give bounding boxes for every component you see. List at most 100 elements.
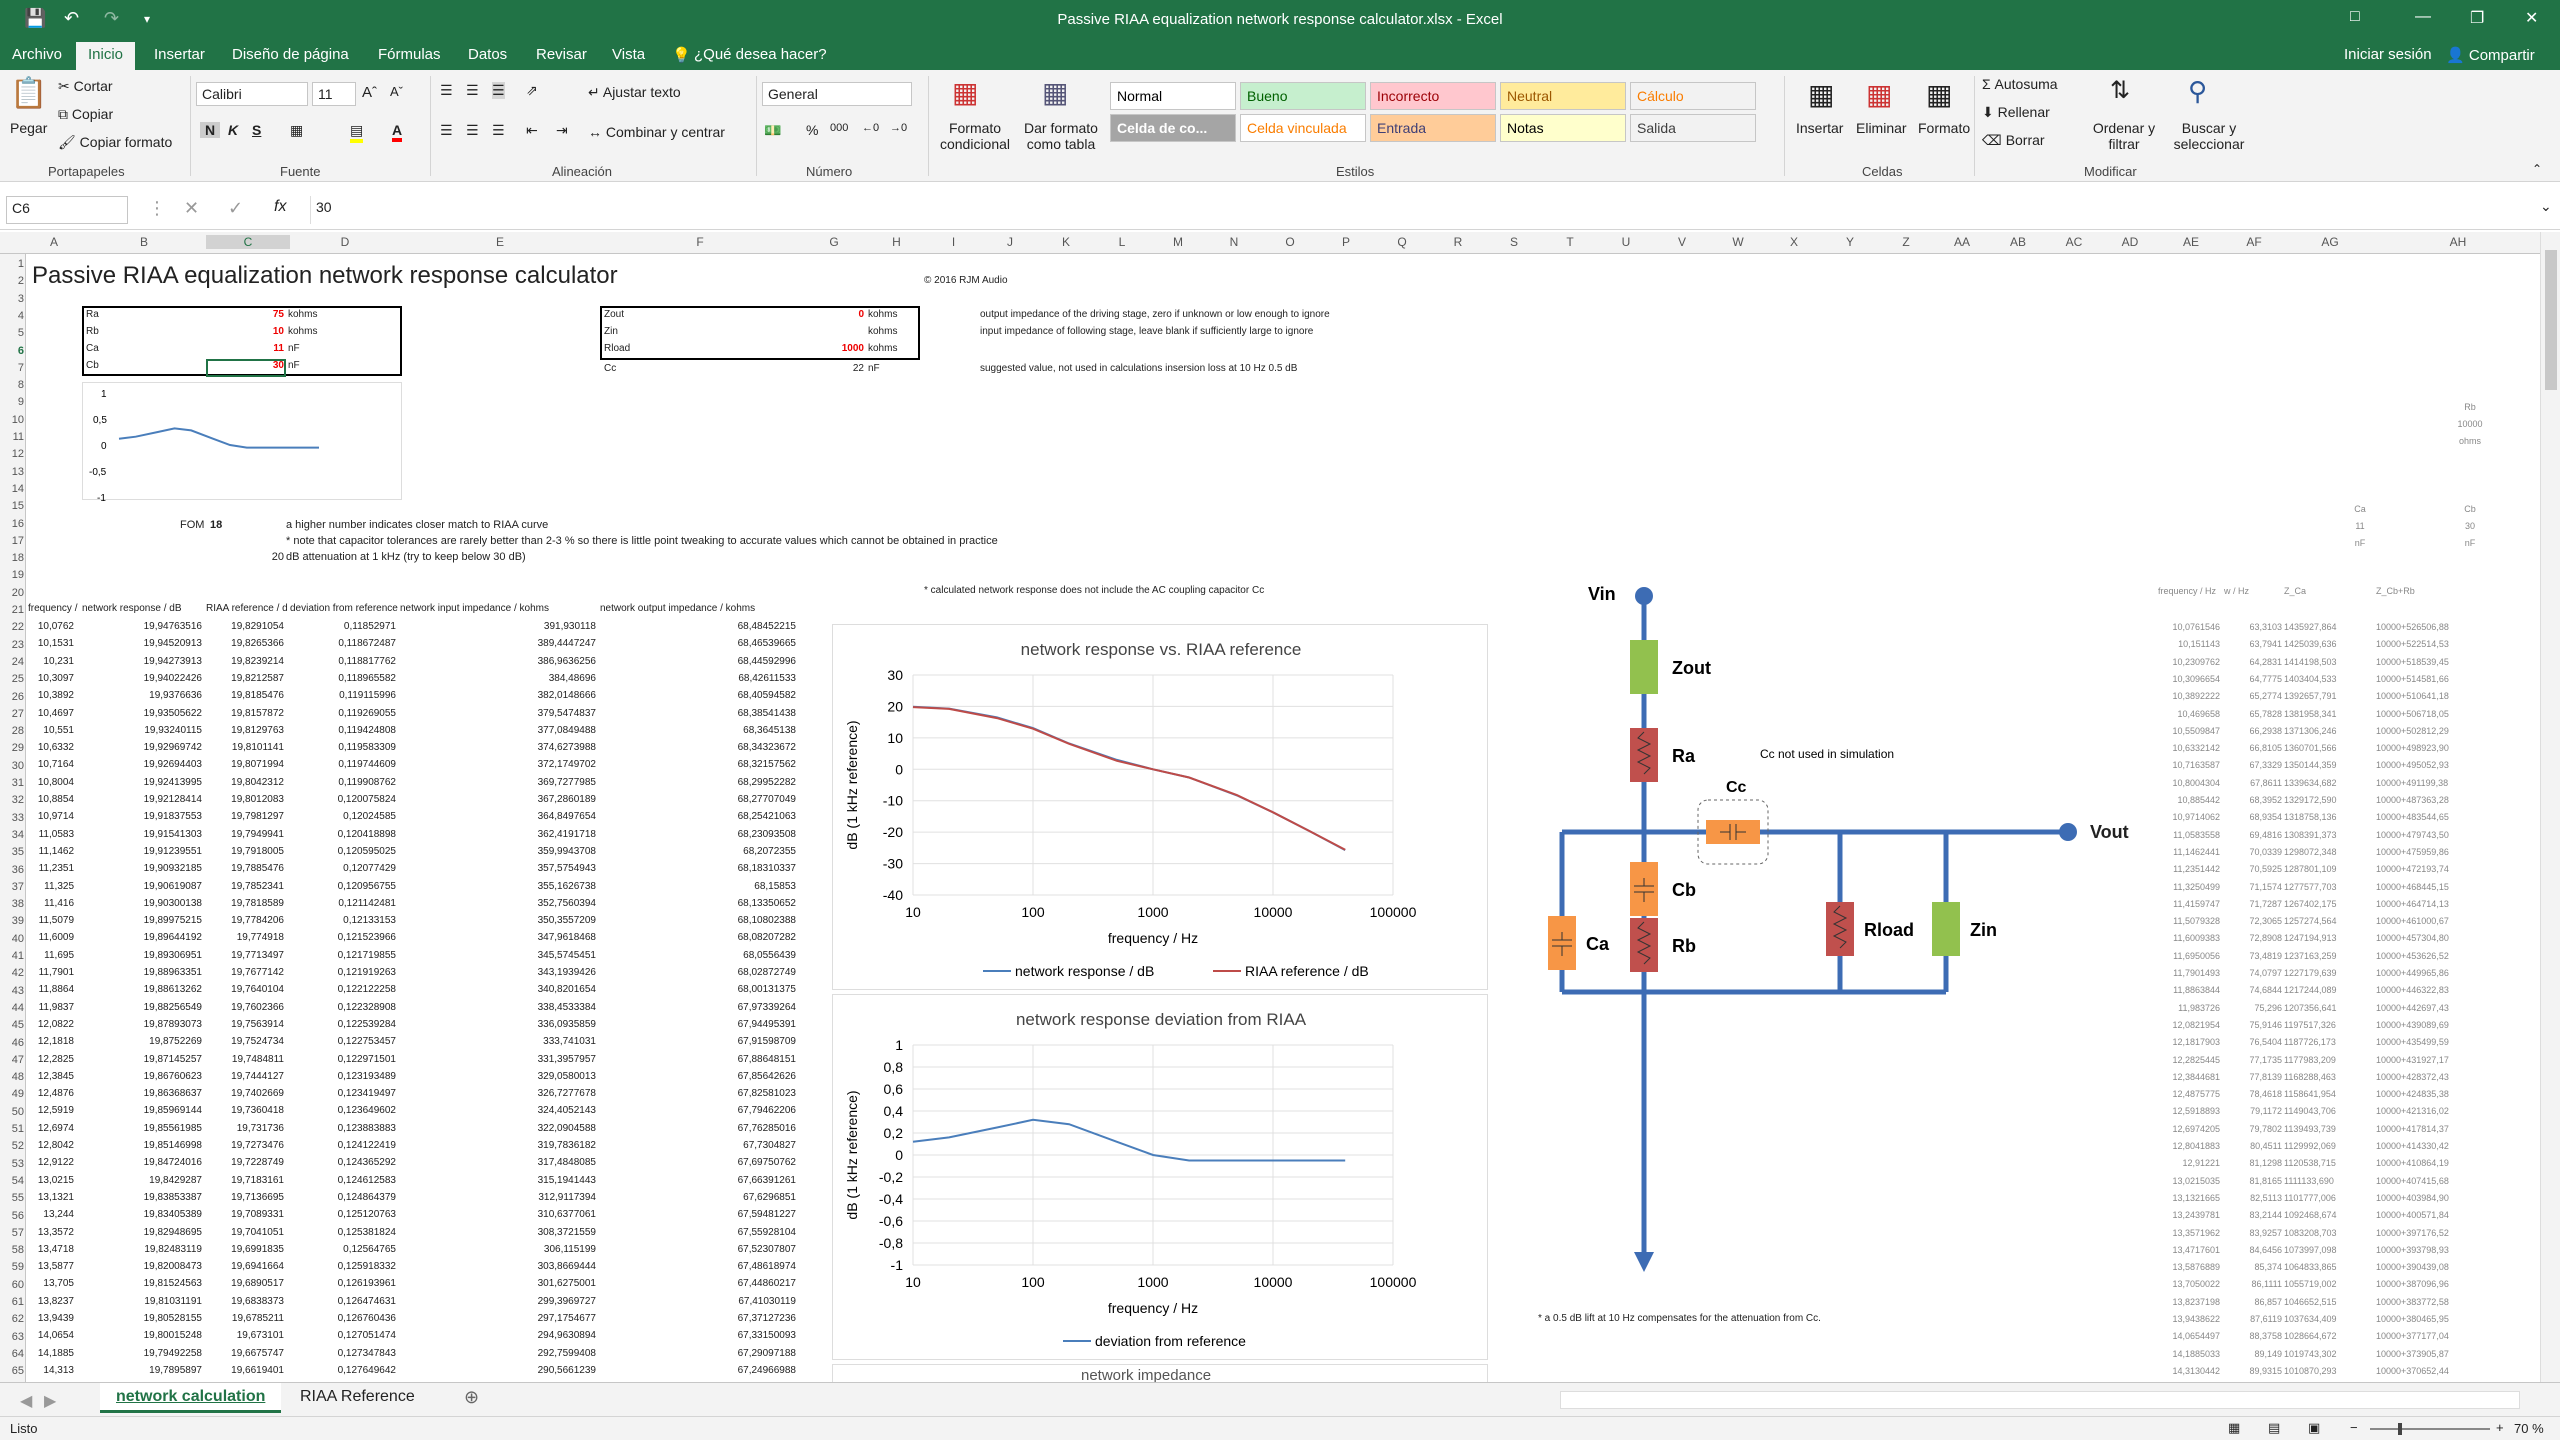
row-header[interactable]: 38 — [11, 898, 24, 911]
table-cell[interactable]: 10,231 — [43, 655, 74, 667]
signin-link[interactable]: Iniciar sesión — [2344, 46, 2432, 63]
row-header[interactable]: 45 — [11, 1019, 24, 1032]
table-cell[interactable]: 11,7901 — [38, 967, 74, 978]
column-header[interactable]: AD — [2121, 235, 2139, 249]
number-format-select[interactable]: General — [762, 82, 912, 106]
table-cell[interactable]: 12,5919 — [37, 1105, 74, 1117]
table-cell[interactable]: 0,120956755 — [337, 880, 396, 892]
row-header[interactable]: 21 — [11, 604, 24, 616]
table-cell[interactable]: 11,325 — [44, 880, 74, 892]
redo-icon[interactable]: ↷ — [104, 8, 120, 28]
row-header[interactable]: 26 — [11, 690, 24, 703]
table-cell[interactable]: 0,123883883 — [337, 1122, 396, 1134]
table-cell[interactable]: 19,94763516 — [143, 621, 202, 632]
format-cells-icon[interactable]: ▦ — [1926, 79, 1953, 110]
table-cell[interactable]: 19,8212587 — [231, 672, 284, 684]
table-cell[interactable]: 391,930118 — [543, 621, 596, 632]
decrease-decimal-icon[interactable]: →0 — [890, 122, 908, 134]
table-cell[interactable]: 19,82008473 — [143, 1261, 202, 1273]
param2-value[interactable]: 1000 — [841, 343, 864, 354]
table-cell[interactable]: 297,1754677 — [537, 1313, 596, 1324]
align-right-icon[interactable]: ☰ — [492, 122, 505, 138]
row-header[interactable]: 29 — [11, 742, 24, 755]
table-cell[interactable]: 11,2351 — [38, 863, 74, 875]
cell-style-5[interactable]: Celda de co... — [1110, 114, 1236, 142]
table-cell[interactable]: 10,3097 — [37, 672, 74, 684]
page-layout-icon[interactable]: ▤ — [2268, 1420, 2281, 1435]
table-cell[interactable]: 19,8185476 — [231, 690, 284, 702]
table-cell[interactable]: 19,8071994 — [231, 759, 284, 771]
row-header[interactable]: 37 — [11, 880, 24, 893]
column-header[interactable]: T — [1566, 235, 1574, 249]
row-header[interactable]: 20 — [11, 586, 24, 599]
table-cell[interactable]: 19,8429287 — [149, 1174, 202, 1186]
table-cell[interactable]: 0,127649642 — [337, 1364, 396, 1376]
normal-view-icon[interactable]: ▦ — [2228, 1420, 2241, 1435]
param-value[interactable]: 10 — [272, 326, 284, 337]
table-cell[interactable]: 19,7484811 — [231, 1053, 284, 1065]
table-cell[interactable]: 19,94520913 — [143, 638, 202, 650]
table-cell[interactable]: 67,59481227 — [737, 1209, 796, 1221]
table-cell[interactable]: 306,115199 — [543, 1243, 596, 1255]
table-cell[interactable]: 352,7560394 — [537, 897, 596, 909]
table-cell[interactable]: 19,7640104 — [231, 984, 284, 996]
table-cell[interactable]: 13,0215 — [37, 1174, 74, 1186]
table-cell[interactable]: 19,90932185 — [143, 863, 202, 875]
align-middle-icon[interactable]: ☰ — [466, 82, 479, 98]
table-cell[interactable]: 0,121719855 — [337, 949, 396, 961]
column-header[interactable]: D — [340, 235, 350, 249]
row-header[interactable]: 39 — [11, 915, 24, 928]
table-cell[interactable]: 19,85561985 — [143, 1122, 202, 1134]
row-header[interactable]: 28 — [11, 725, 24, 738]
page-break-icon[interactable]: ▣ — [2308, 1420, 2321, 1435]
table-cell[interactable]: 19,7677142 — [231, 967, 284, 978]
delete-cells-icon[interactable]: ▦ — [1866, 79, 1893, 110]
column-header[interactable]: N — [1229, 235, 1239, 249]
table-cell[interactable]: 19,731736 — [236, 1122, 284, 1134]
table-cell[interactable]: 19,88963351 — [143, 967, 202, 978]
row-header[interactable]: 53 — [11, 1157, 24, 1170]
italic-button[interactable]: K — [228, 122, 239, 138]
table-cell[interactable]: 19,9376636 — [149, 690, 202, 702]
table-cell[interactable]: 384,48696 — [548, 672, 596, 684]
table-cell[interactable]: 19,6890517 — [231, 1278, 284, 1290]
tab-formulas[interactable]: Fórmulas — [378, 46, 441, 63]
row-header[interactable]: 58 — [11, 1244, 24, 1257]
table-cell[interactable]: 19,83405389 — [143, 1209, 202, 1221]
table-cell[interactable]: 326,7277678 — [537, 1088, 596, 1100]
table-cell[interactable]: 19,87893073 — [143, 1018, 202, 1030]
column-header[interactable]: AA — [1953, 235, 1970, 249]
column-header[interactable]: O — [1285, 235, 1295, 249]
table-cell[interactable]: 19,94022426 — [143, 672, 202, 684]
table-cell[interactable]: 11,5079 — [38, 915, 74, 927]
table-cell[interactable]: 19,7563914 — [231, 1018, 284, 1030]
table-cell[interactable]: 343,1939426 — [537, 967, 596, 978]
collapse-ribbon-icon[interactable]: ⌃ — [2532, 162, 2543, 176]
table-cell[interactable]: 19,92694403 — [143, 759, 202, 771]
table-cell[interactable]: 14,1885 — [37, 1347, 74, 1359]
table-cell[interactable]: 19,7136695 — [231, 1191, 284, 1203]
table-cell[interactable]: 11,695 — [44, 949, 74, 961]
zoom-level[interactable]: 70 % — [2514, 1421, 2544, 1436]
row-header[interactable]: 42 — [11, 967, 24, 980]
table-cell[interactable]: 19,7949941 — [231, 828, 284, 840]
row-header[interactable]: 24 — [11, 655, 24, 668]
column-header[interactable]: B — [139, 235, 148, 249]
row-header[interactable]: 31 — [11, 777, 24, 789]
table-cell[interactable]: 0,122328908 — [337, 1001, 396, 1013]
table-cell[interactable]: 0,119115996 — [339, 690, 396, 702]
param-value[interactable]: 75 — [272, 309, 284, 320]
row-header[interactable]: 52 — [11, 1140, 24, 1153]
column-header[interactable]: U — [1621, 235, 1631, 249]
table-cell[interactable]: 372,1749702 — [537, 759, 596, 771]
table-cell[interactable]: 355,1626738 — [537, 880, 596, 892]
column-header[interactable]: X — [1789, 235, 1798, 249]
table-cell[interactable]: 12,6974 — [37, 1122, 74, 1134]
table-cell[interactable]: 290,5661239 — [537, 1364, 596, 1376]
row-header[interactable]: 65 — [11, 1365, 24, 1378]
row-header[interactable]: 61 — [11, 1296, 24, 1308]
table-cell[interactable]: 19,91239551 — [143, 845, 202, 857]
border-icon[interactable]: ▦ — [290, 122, 304, 138]
vertical-scrollbar[interactable] — [2540, 232, 2560, 1382]
table-cell[interactable]: 13,705 — [43, 1278, 74, 1290]
